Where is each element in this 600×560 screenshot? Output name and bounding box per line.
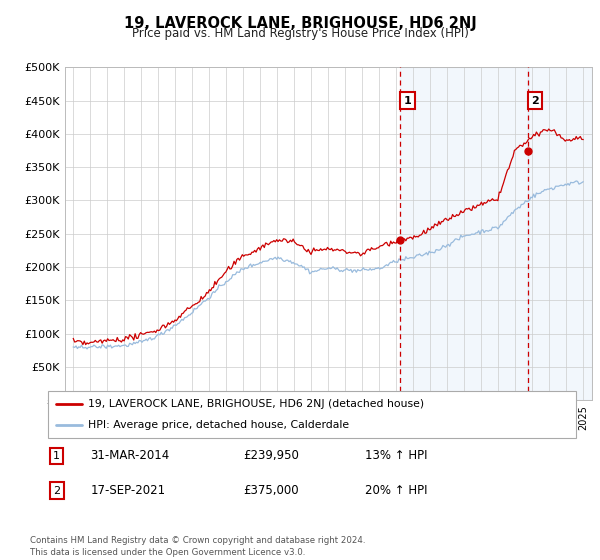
Text: 2: 2 (531, 96, 539, 105)
Text: HPI: Average price, detached house, Calderdale: HPI: Average price, detached house, Cald… (88, 421, 349, 431)
Text: 19, LAVEROCK LANE, BRIGHOUSE, HD6 2NJ: 19, LAVEROCK LANE, BRIGHOUSE, HD6 2NJ (124, 16, 476, 31)
Bar (528, 67, 592, 400)
Text: £239,950: £239,950 (244, 449, 299, 462)
Text: Contains HM Land Registry data © Crown copyright and database right 2024.
This d: Contains HM Land Registry data © Crown c… (30, 536, 365, 557)
Text: 19, LAVEROCK LANE, BRIGHOUSE, HD6 2NJ (detached house): 19, LAVEROCK LANE, BRIGHOUSE, HD6 2NJ (d… (88, 399, 424, 409)
Text: £375,000: £375,000 (244, 484, 299, 497)
Text: 17-SEP-2021: 17-SEP-2021 (90, 484, 166, 497)
Text: 20% ↑ HPI: 20% ↑ HPI (365, 484, 427, 497)
FancyBboxPatch shape (48, 391, 576, 438)
Bar (400, 67, 528, 400)
Text: 1: 1 (404, 96, 412, 105)
Text: 2: 2 (53, 486, 61, 496)
Text: Price paid vs. HM Land Registry's House Price Index (HPI): Price paid vs. HM Land Registry's House … (131, 27, 469, 40)
Text: 31-MAR-2014: 31-MAR-2014 (90, 449, 169, 462)
Text: 13% ↑ HPI: 13% ↑ HPI (365, 449, 427, 462)
Text: 1: 1 (53, 451, 60, 461)
